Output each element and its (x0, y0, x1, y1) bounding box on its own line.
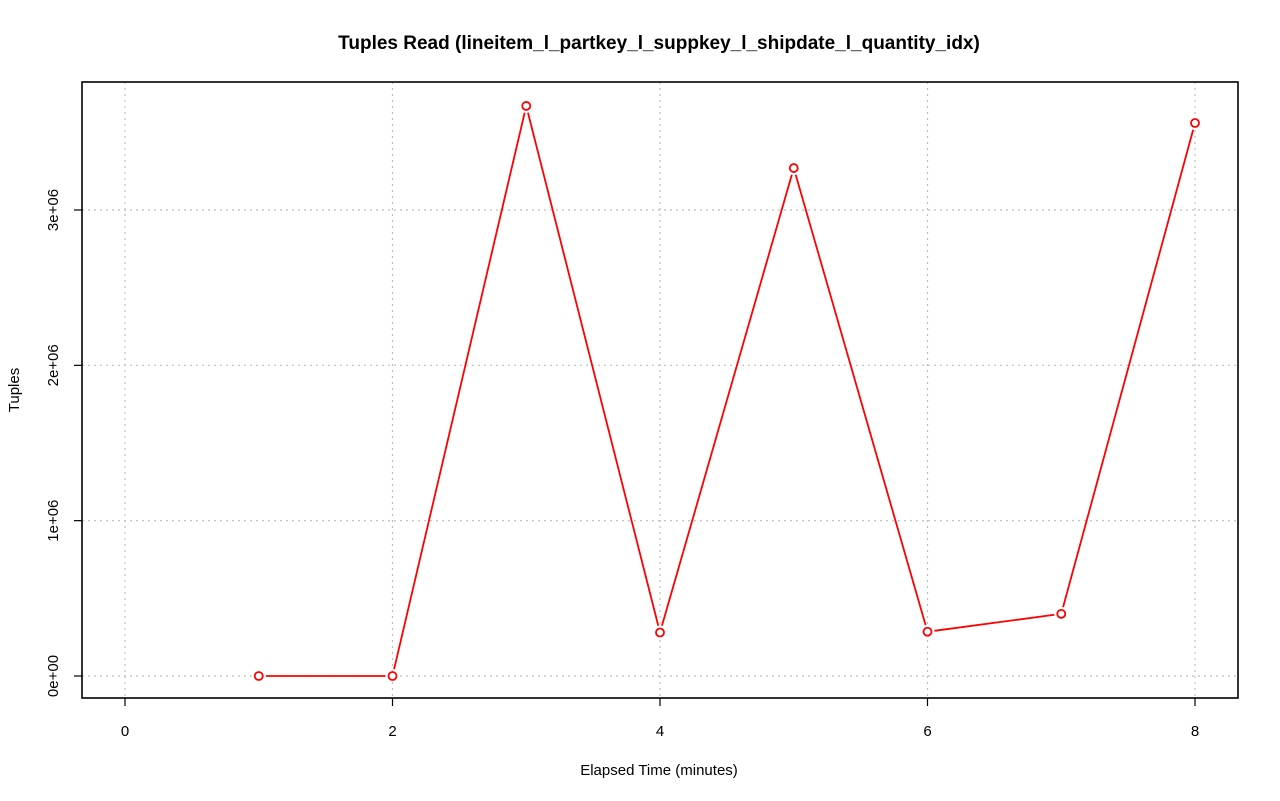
x-axis-label: Elapsed Time (minutes) (580, 762, 738, 779)
x-tick-label: 8 (1191, 723, 1199, 740)
data-point (788, 163, 799, 173)
data-point (253, 671, 264, 681)
series-line-segment (934, 613, 1055, 632)
data-point (387, 671, 398, 681)
x-axis: 0 2 4 6 8 (121, 698, 1199, 740)
data-point (922, 626, 933, 637)
data-point (655, 627, 665, 638)
chart-title: Tuples Read (lineitem_l_partkey_l_suppke… (338, 33, 980, 54)
x-tick-label: 0 (121, 723, 129, 740)
data-point (1190, 118, 1200, 128)
y-axis-label: Tuples (6, 368, 23, 412)
grid-x (124, 82, 1196, 698)
y-tick-label: 2e+06 (45, 344, 62, 386)
series-line-segment (527, 112, 660, 626)
x-tick-label: 6 (923, 723, 931, 740)
x-tick-label: 4 (656, 723, 664, 740)
y-tick-label: 0e+00 (45, 655, 62, 697)
series-group (253, 101, 1200, 681)
series-line-segment (794, 174, 927, 626)
y-tick-label: 3e+06 (45, 189, 62, 231)
series-line-segment (393, 112, 526, 670)
y-tick-label: 1e+06 (45, 500, 62, 542)
x-tick-label: 2 (388, 723, 396, 740)
data-point (521, 101, 532, 111)
series-line-segment (661, 174, 793, 627)
data-point (1056, 608, 1067, 619)
y-axis: 0e+00 1e+06 2e+06 3e+06 (45, 189, 82, 697)
series-line-segment (1062, 129, 1195, 608)
